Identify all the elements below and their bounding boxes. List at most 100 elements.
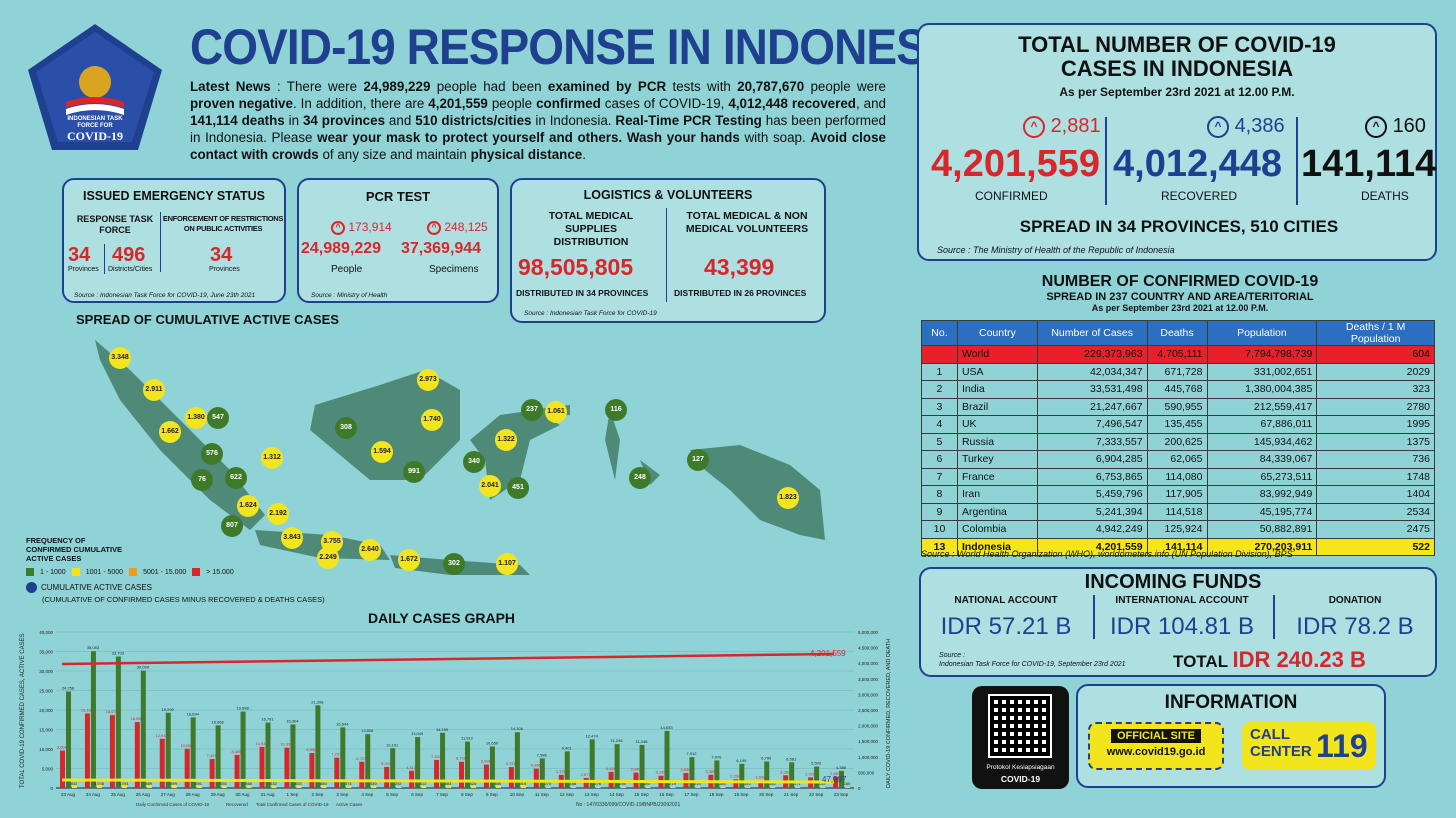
bar-recovered [465,741,470,788]
table-cell: Brazil [956,397,1038,416]
latest-news: Latest News : There were 24,989,229 peop… [190,79,887,162]
data-label-death: 551 [220,781,227,786]
summary-l2: RECOVERED [1161,189,1238,203]
table-cell: France [956,467,1038,486]
bar-recovered [390,748,396,788]
pcr-inc1: 173,914 [348,220,392,234]
bar-death [321,785,327,788]
emergency-v1: 34 [68,244,91,266]
bar-death [745,787,751,788]
summary-confirmed: 4,201,559 [931,143,1101,185]
map-dot: 1.380 [185,407,207,429]
emergency-l3: Provinces [209,266,240,273]
table-cell: 125,924 [1146,520,1208,539]
table-cell: 141,114 [1146,537,1208,556]
data-label-recovered: 14,633 [660,725,673,730]
data-label-recovered: 7,076 [711,754,722,759]
bar-confirmed [434,759,440,788]
logistics-title: LOGISTICS & VOLUNTEERS [583,188,753,202]
map-dot: 3.843 [281,527,303,549]
data-label-death: 574 [345,781,352,786]
emergency-status-panel: ISSUED EMERGENCY STATUS RESPONSE TASK FO… [62,178,286,303]
emergency-l2: Districts/Cities [108,266,153,273]
y2-axis-label: DAILY COVID-19 CONFIRMED, RECOVERED, AND… [886,639,892,788]
world-table: No. Country Number of Cases Deaths Populatio… [921,320,1435,556]
summary-spread: SPREAD IN 34 PROVINCES, 510 CITIES [1019,217,1339,236]
legend-swatch-yellow [71,568,80,576]
data-label-confirmed: 2,234 [730,773,741,778]
bar-death [271,785,277,788]
bar-confirmed [758,780,764,788]
summary-inc-deaths: 160 [1392,115,1426,137]
bar-confirmed [483,764,489,788]
map-dot: 2.041 [479,475,501,497]
table-cell: 3 [921,397,958,416]
bar-confirmed [209,759,215,788]
data-label-confirmed: 2,881 [830,771,841,776]
table-cell: 4,942,249 [1036,520,1148,539]
bar-confirmed [159,738,165,788]
data-label-confirmed: 12,618 [156,733,169,738]
bar-recovered [265,722,271,788]
x-tick-label: 2 Sep [311,792,323,797]
map-dot: 2.249 [317,547,339,569]
qr-code-icon [988,694,1052,758]
summary-asof: As per September 23rd 2021 at 12.00 P.M. [1059,85,1295,99]
bar-recovered [140,670,146,788]
map-dot: 127 [687,449,709,471]
legend-swatch-green [26,568,34,576]
call-center-button[interactable]: CALL CENTER 119 [1242,722,1376,770]
bar-recovered [514,732,520,788]
table-cell: 671,728 [1146,362,1208,381]
emergency-title: ISSUED EMERGENCY STATUS [83,189,265,203]
data-label-recovered: 30,099 [137,665,150,670]
funds-total-label: TOTAL [1173,652,1229,671]
data-label-confirmed: 5,990 [481,759,492,764]
data-label-confirmed: 16,899 [131,716,144,721]
x-tick-label: 1 Sep [287,792,299,797]
qr-card[interactable]: Protokol Kesiapsiagaan COVID-19 [972,686,1069,789]
map-dot: 1.107 [496,553,518,575]
world-asof: As per September 23rd 2021 at 12.00 P.M. [1091,303,1269,313]
data-label-confirmed: 7,201 [431,754,442,759]
data-label-confirmed: 8,955 [306,747,317,752]
table-cell [921,345,958,364]
data-label-confirmed: 10,337 [280,742,293,747]
data-label-confirmed: 18,671 [106,709,119,714]
bar-death [620,787,626,788]
bar-recovered [489,746,495,788]
data-label-death: 149 [819,781,826,786]
legend-item-4: > 15.000 [206,568,234,576]
bar-confirmed [134,722,140,788]
emergency-v2: 496 [112,244,146,266]
bar-recovered [564,751,570,788]
data-label-death: 1,038 [94,781,105,786]
map-dot: 451 [507,477,529,499]
bar-recovered [415,737,421,788]
increase-icon: ^ [1023,115,1045,138]
official-site-link[interactable]: OFFICIAL SITE www.covid19.go.id [1088,722,1224,770]
data-label-death: 539 [370,781,377,786]
table-row: 3 Brazil 21,247,667 590,955 212,559,417 2780 [921,397,1435,416]
logistics-panel: LOGISTICS & VOLUNTEERS TOTAL MEDICAL SUP… [510,178,826,323]
x-tick-label: 9 Sep [486,792,498,797]
bar-death [221,785,227,788]
official-site-label: OFFICIAL SITE [1110,729,1202,743]
data-label-death: 145 [744,781,751,786]
table-cell: Russia [956,432,1038,451]
table-cell: 10 [921,520,958,539]
bar-confirmed [833,776,839,788]
x-tick-label: 16 Sep [659,792,674,797]
map-dot: 1.061 [545,401,567,423]
legend-total: Total Confirmed Cases of COVID-19 [256,802,329,807]
summary-inc-confirmed: 2,881 [1050,115,1101,137]
data-label-death: 685 [495,781,502,786]
data-label-recovered: 11,046 [636,739,649,744]
map-dot: 1.823 [777,487,799,509]
bar-confirmed [508,767,514,788]
bar-death [695,787,701,788]
table-row: World 229,373,963 4,705,111 7,794,798,739 60… [921,345,1435,364]
page-title: COVID-19 RESPONSE IN INDONESIA [190,19,971,75]
data-label-confirmed: 7,427 [207,753,218,758]
legend-item-1: 1 - 1000 [40,568,66,576]
